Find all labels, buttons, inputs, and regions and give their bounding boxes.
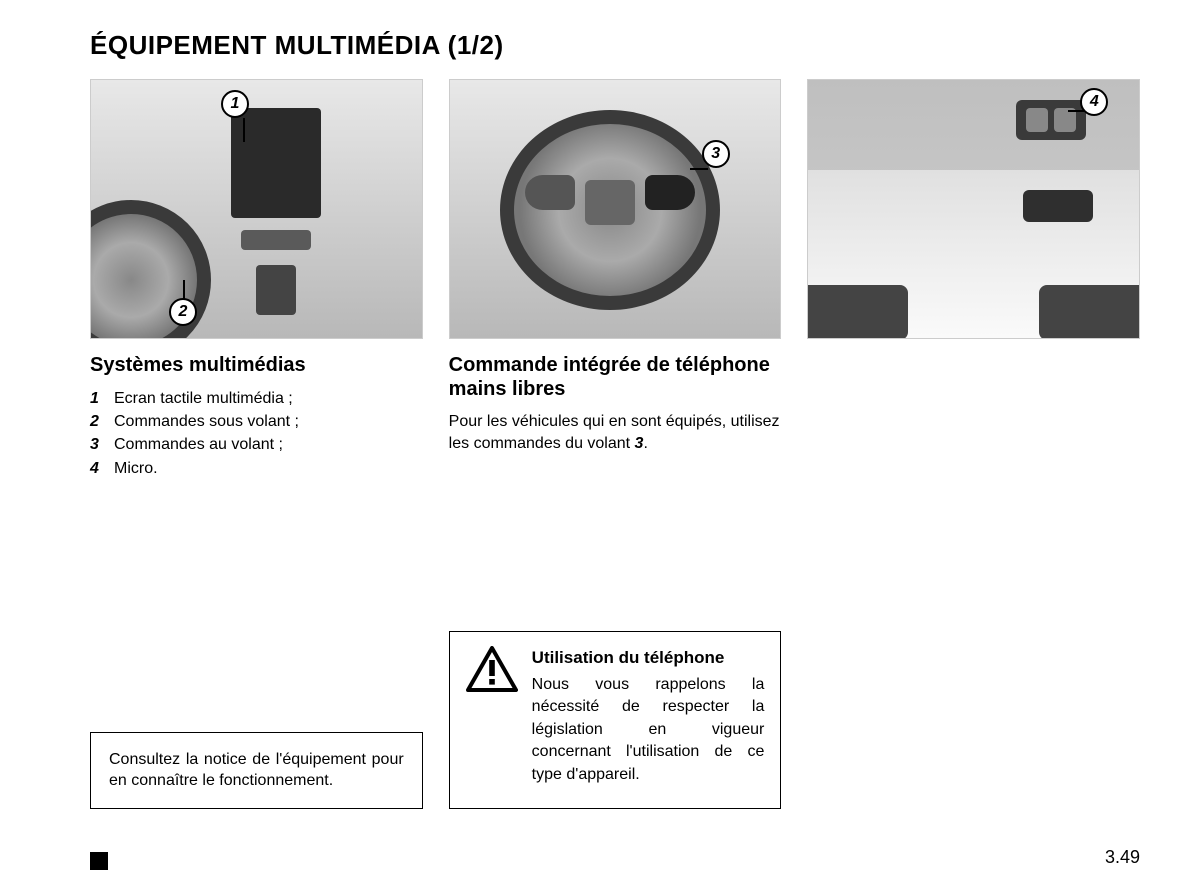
column-left: 50958 1 2 Systèmes multimédias 1 Ecran t… [90, 79, 423, 839]
callout-1: 1 [221, 90, 249, 118]
page-marker [90, 852, 108, 870]
warning-text-wrap: Utilisation du téléphone Nous vous rappe… [532, 646, 765, 786]
callout-3: 3 [702, 140, 730, 168]
leader-line [690, 168, 708, 170]
leader-line [183, 280, 185, 300]
warning-box: Utilisation du téléphone Nous vous rappe… [449, 631, 782, 809]
figure-steering-wheel: 50840 3 [449, 79, 782, 339]
warning-triangle-icon [466, 646, 518, 692]
callout-2: 2 [169, 298, 197, 326]
gear-shift-shape [256, 265, 296, 315]
leader-line [243, 118, 245, 142]
list-text: Micro. [114, 457, 158, 480]
warning-body: Nous vous rappelons la nécessité de resp… [532, 674, 765, 786]
list-item: 1 Ecran tactile multimédia ; [90, 387, 423, 410]
list-text: Ecran tactile multimédia ; [114, 387, 293, 410]
dash-buttons-shape [241, 230, 311, 250]
list-item: 3 Commandes au volant ; [90, 433, 423, 456]
wheel-controls-shape [645, 175, 695, 210]
list-item: 2 Commandes sous volant ; [90, 410, 423, 433]
list-text: Commandes sous volant ; [114, 410, 299, 433]
page-title: ÉQUIPEMENT MULTIMÉDIA (1/2) [90, 30, 1140, 61]
figure-overhead-console: 50879 4 [807, 79, 1140, 339]
body-text-a: Pour les véhicules qui en sont équipés, … [449, 413, 780, 452]
body-text-c: . [643, 435, 647, 452]
figure-dashboard: 50958 1 2 [90, 79, 423, 339]
column-right: 50879 4 [807, 79, 1140, 839]
list-number: 2 [90, 410, 114, 433]
wheel-controls-shape [525, 175, 575, 210]
wheel-hub-shape [585, 180, 635, 225]
legend-list: 1 Ecran tactile multimédia ; 2 Commandes… [90, 387, 423, 480]
warning-title: Utilisation du téléphone [532, 646, 765, 670]
section-heading: Commande intégrée de téléphone mains lib… [449, 353, 782, 401]
list-number: 1 [90, 387, 114, 410]
list-number: 4 [90, 457, 114, 480]
leader-line [1068, 110, 1084, 112]
column-center: 50840 3 Commande intégrée de téléphone m… [449, 79, 782, 839]
dash-corner-shape [1039, 285, 1140, 339]
list-text: Commandes au volant ; [114, 433, 283, 456]
note-box: Consultez la notice de l'équipement pour… [90, 732, 423, 809]
body-paragraph: Pour les véhicules qui en sont équipés, … [449, 411, 782, 456]
page-number: 3.49 [1105, 847, 1140, 868]
section-heading: Systèmes multimédias [90, 353, 423, 377]
overhead-button-shape [1026, 108, 1048, 132]
list-item: 4 Micro. [90, 457, 423, 480]
dash-corner-shape [807, 285, 908, 339]
rearview-mirror-shape [1023, 190, 1093, 222]
list-number: 3 [90, 433, 114, 456]
columns-container: 50958 1 2 Systèmes multimédias 1 Ecran t… [90, 79, 1140, 839]
warning-header: Utilisation du téléphone Nous vous rappe… [466, 646, 765, 786]
